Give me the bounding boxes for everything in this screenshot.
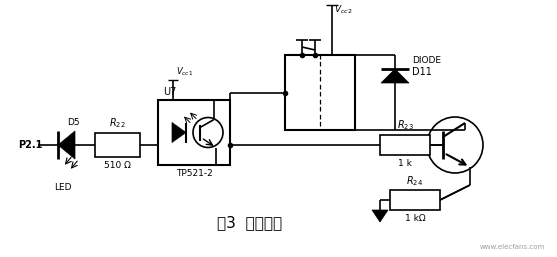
Polygon shape (372, 210, 388, 222)
Bar (285, 55, 355, 130)
Text: LED: LED (54, 183, 72, 192)
Text: $R_{23}$: $R_{23}$ (397, 118, 413, 132)
Text: 510 Ω: 510 Ω (104, 161, 131, 170)
Text: D5: D5 (67, 118, 79, 127)
Text: $R_{22}$: $R_{22}$ (109, 116, 126, 130)
Text: www.elecfans.com: www.elecfans.com (480, 244, 545, 250)
Text: DIODE: DIODE (412, 56, 441, 65)
Text: U7: U7 (163, 87, 177, 97)
Text: 1 kΩ: 1 kΩ (405, 214, 426, 223)
Bar (158, 100, 230, 165)
Polygon shape (58, 131, 75, 159)
Polygon shape (381, 69, 409, 83)
Text: $V_{cc1}$: $V_{cc1}$ (176, 66, 193, 78)
Bar (380, 135, 430, 155)
Circle shape (427, 117, 483, 173)
Text: $V_{cc2}$: $V_{cc2}$ (334, 3, 353, 15)
Text: D11: D11 (412, 67, 432, 77)
Bar (95, 133, 140, 157)
Circle shape (193, 117, 223, 148)
Text: 图3  输出电路: 图3 输出电路 (217, 215, 282, 230)
Text: TP521-2: TP521-2 (175, 169, 212, 178)
Polygon shape (172, 123, 186, 142)
Text: $R_{24}$: $R_{24}$ (407, 174, 423, 188)
Bar (390, 190, 440, 210)
Text: 1 k: 1 k (398, 159, 412, 168)
Text: P2.1: P2.1 (18, 140, 42, 150)
